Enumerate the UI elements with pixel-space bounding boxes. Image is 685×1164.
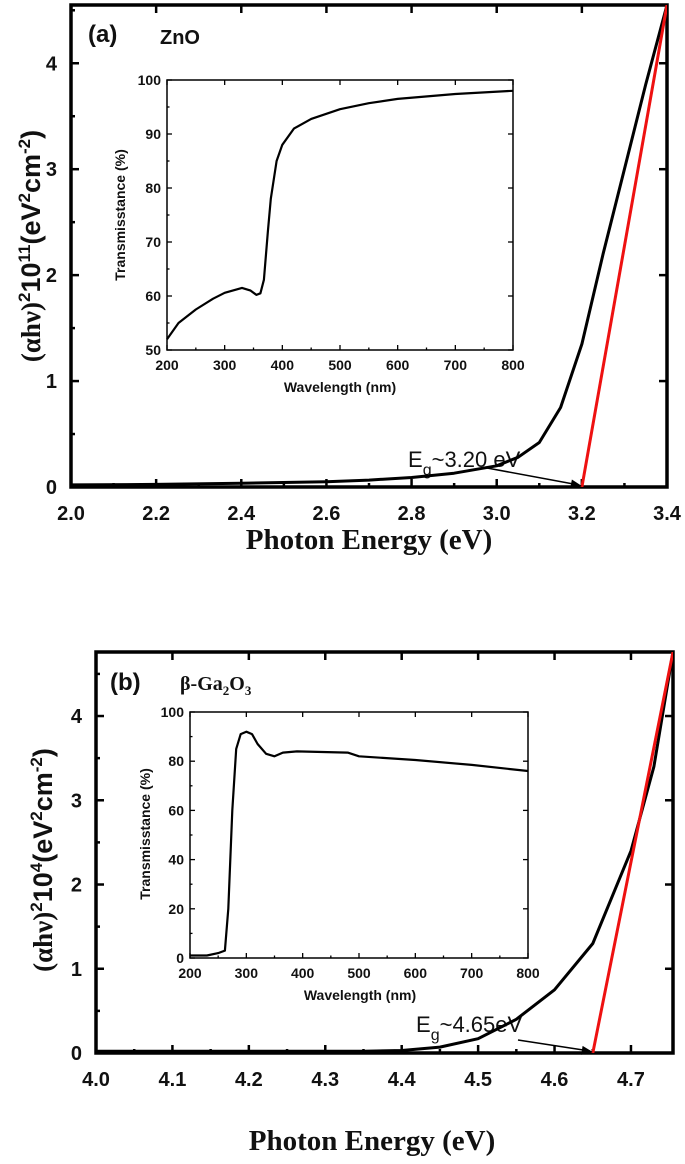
panel-b-inset-x-tick-label: 800 <box>516 965 540 981</box>
panel-b-inset: 200 300 400 500 600 700 800 0 20 40 60 80 100 <box>161 704 540 981</box>
panel-b-linear-fit <box>591 652 673 1053</box>
panel-a-inset-y-tick-label: 90 <box>145 126 161 142</box>
panel-b-x-tick-label: 4.3 <box>311 1069 339 1091</box>
panel-a-label: (a) <box>88 21 117 48</box>
panel-b-inset-y-tick-label: 80 <box>168 753 184 769</box>
panel-b-x-tick-label: 4.7 <box>617 1069 645 1091</box>
panel-a-inset-x-label: Wavelength (nm) <box>284 379 396 395</box>
panel-b-x-tick-label: 4.2 <box>235 1069 263 1091</box>
panel-b-material: β-Ga2O3 <box>180 673 252 698</box>
panel-a-x-tick-label: 2.0 <box>57 503 85 525</box>
panel-a-inset-x-tick-label: 600 <box>386 357 410 373</box>
panel-a-arrowhead <box>570 479 582 489</box>
panel-b-inset-y-tick-label: 60 <box>168 802 184 818</box>
panel-a-x-tick-label: 2.6 <box>313 503 341 525</box>
panel-b-inset-x-tick-label: 700 <box>460 965 484 981</box>
panel-a-inset-y-tick-label: 60 <box>145 288 161 304</box>
panel-a-inset-x-tick-label: 500 <box>328 357 352 373</box>
panel-b-x-tick-label: 4.0 <box>82 1069 110 1091</box>
panel-a-x-axis-label: Photon Energy (eV) <box>246 524 492 556</box>
panel-b-inset-x-tick-label: 200 <box>178 965 202 981</box>
panel-b-inset-x-tick-label: 600 <box>404 965 428 981</box>
panel-b-inset-x-tick-label: 500 <box>347 965 371 981</box>
panel-b: (b) β-Ga2O3 Photon Energy (eV) (αhν)2104… <box>27 669 522 1157</box>
panel-a-x-tick-label: 2.8 <box>398 503 426 525</box>
panel-b-transmittance-curve <box>190 730 529 957</box>
panel-a-inset-y-tick-label: 80 <box>145 180 161 196</box>
panel-a-inset-x-tick-label: 300 <box>213 357 237 373</box>
panel-a-x-tick-label: 2.4 <box>227 503 256 525</box>
panel-a-inset-y-label: Transmisstance (%) <box>112 149 128 281</box>
panel-b-inset-y-tick-label: 0 <box>176 950 184 966</box>
panel-a-inset-y-tick-label: 100 <box>138 72 162 88</box>
panel-b-inset-y-tick-label: 100 <box>161 704 185 720</box>
panel-b-y-tick-label: 3 <box>71 790 82 812</box>
panel-a-tauc-curve <box>71 5 667 487</box>
panel-b-label: (b) <box>110 669 141 696</box>
panel-b-x-axis-label: Photon Energy (eV) <box>249 1125 495 1157</box>
panel-a-y-tick-label: 2 <box>46 265 57 287</box>
panel-b-inset-x-tick-label: 400 <box>291 965 315 981</box>
panel-b-y-tick-label: 0 <box>71 1043 82 1065</box>
panel-b-arrow <box>517 1039 590 1052</box>
panel-b-y-tick-label: 2 <box>71 875 82 897</box>
panel-a-y-axis-label: (αhν)21011(eV2cm-2) <box>15 130 46 362</box>
panel-b-y-tick-label: 1 <box>71 959 82 981</box>
panel-a-series <box>71 5 667 487</box>
panel-b-frame <box>94 650 675 1055</box>
panel-a-x-tick-label: 3.4 <box>653 503 682 525</box>
panel-b-y-axis-label: (αhν)2104(eV2cm-2) <box>27 748 58 972</box>
panel-b-y-tick-label: 4 <box>71 706 83 728</box>
panel-b-arrowhead <box>581 1045 593 1055</box>
panel-a-x-tick-label: 2.2 <box>142 503 170 525</box>
panel-b-x-tick-label: 4.1 <box>159 1069 187 1091</box>
inset-bg <box>190 712 528 958</box>
inset-bg <box>167 80 513 350</box>
panel-a-transmittance-curve <box>166 89 514 340</box>
panel-a-x-tick-label: 3.2 <box>568 503 596 525</box>
panel-b-inset-x-label: Wavelength (nm) <box>304 987 416 1003</box>
panel-a-plot: 2.0 2.2 2.4 2.6 2.8 3.0 3.2 3.4 0 1 2 3 4 200 300 400 50… <box>46 3 682 525</box>
panel-a-inset: 200 300 400 500 600 700 800 50 60 70 80 90 100 <box>138 72 525 373</box>
panel-a-y-tick-label: 4 <box>46 53 58 75</box>
panel-b-x-tick-label: 4.5 <box>464 1069 492 1091</box>
panel-b-inset-y-tick-label: 40 <box>168 852 184 868</box>
panel-a-inset-x-tick-label: 200 <box>155 357 179 373</box>
panel-a-inset-x-tick-label: 800 <box>501 357 525 373</box>
panel-a-inset-x-tick-label: 700 <box>444 357 468 373</box>
panel-a-y-tick-label: 0 <box>46 477 57 499</box>
panel-a-y-tick-label: 1 <box>46 371 57 393</box>
panel-b-inset-y-label: Transmisstance (%) <box>137 768 153 900</box>
panel-a-linear-fit <box>580 5 667 487</box>
panel-a-arrow <box>486 467 579 486</box>
panel-a-material: ZnO <box>160 27 200 49</box>
panel-a-inset-y-tick-label: 70 <box>145 234 161 250</box>
panel-b-inset-x-tick-label: 300 <box>235 965 259 981</box>
panel-b-series <box>96 652 673 1053</box>
panel-b-inset-y-tick-label: 20 <box>168 901 184 917</box>
panel-a-y-tick-label: 3 <box>46 159 57 181</box>
panel-a-inset-y-tick-label: 50 <box>145 342 161 358</box>
panel-a: (a) ZnO Photon Energy (eV) (αhν)21011(eV… <box>15 21 521 556</box>
panel-a-bandgap-annotation: Eg~3.20 eV <box>408 447 521 479</box>
panel-a-x-tick-label: 3.0 <box>483 503 511 525</box>
panel-b-x-tick-label: 4.6 <box>541 1069 569 1091</box>
panel-a-inset-x-tick-label: 400 <box>271 357 295 373</box>
panel-b-x-tick-label: 4.4 <box>388 1069 417 1091</box>
